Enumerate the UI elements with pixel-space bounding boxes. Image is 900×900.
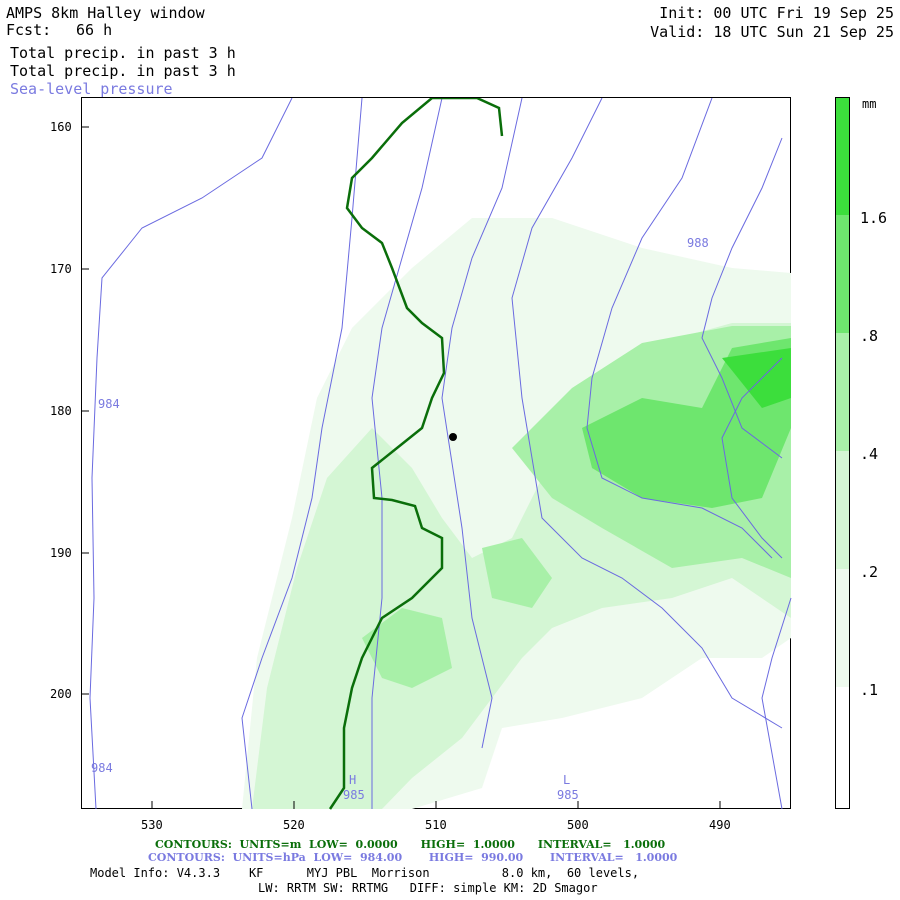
colorbar-level: 1.6 <box>860 209 888 227</box>
station-marker <box>449 433 457 441</box>
map-canvas <box>89 98 792 810</box>
physics-info: LW: RRTM SW: RRTMG DIFF: simple KM: 2D S… <box>258 881 598 895</box>
colorbar-level: .4 <box>860 445 879 463</box>
colorbar-level: .8 <box>860 327 879 345</box>
colorbar-swatch <box>836 687 849 808</box>
valid-time: Valid: 18 UTC Sun 21 Sep 25 <box>650 23 894 41</box>
low-pressure-mark: L <box>563 773 571 787</box>
x-tick-label: 520 <box>283 818 305 832</box>
contour-label-984-b: 984 <box>91 761 113 775</box>
high-pressure-mark: H <box>349 773 357 787</box>
low-pressure-value: 985 <box>557 788 579 802</box>
x-tick-label: 530 <box>141 818 163 832</box>
contour-label-984-a: 984 <box>98 397 120 411</box>
map-plot-area <box>81 97 792 810</box>
y-tick-label: 180 <box>50 404 72 418</box>
colorbar-level: .2 <box>860 563 879 581</box>
colorbar-swatch <box>836 451 849 569</box>
colorbar-swatch <box>836 98 849 215</box>
forecast-hour: 66 h <box>76 21 113 39</box>
colorbar-swatch <box>836 333 849 451</box>
contour-label-988: 988 <box>687 236 709 250</box>
pressure-contour-info: CONTOURS: UNITS=hPa LOW= 984.00 HIGH= 99… <box>148 851 678 864</box>
terrain-contour-info: CONTOURS: UNITS=m LOW= 0.0000 HIGH= 1.00… <box>155 838 666 851</box>
colorbar <box>835 97 850 809</box>
colorbar-unit: mm <box>862 97 877 111</box>
x-tick-label: 490 <box>709 818 731 832</box>
high-pressure-value: 985 <box>343 788 365 802</box>
precip-shading <box>242 218 791 809</box>
x-tick-label: 500 <box>567 818 589 832</box>
y-tick-label: 190 <box>50 546 72 560</box>
field-label-1: Total precip. in past 3 h <box>10 44 236 62</box>
colorbar-swatch <box>836 569 849 687</box>
forecast-label: Fcst: <box>6 21 52 39</box>
model-info: Model Info: V4.3.3 KF MYJ PBL Morrison 8… <box>90 866 640 880</box>
field-label-2: Total precip. in past 3 h <box>10 62 236 80</box>
y-tick-label: 200 <box>50 687 72 701</box>
init-time: Init: 00 UTC Fri 19 Sep 25 <box>659 4 894 22</box>
colorbar-swatch <box>836 215 849 333</box>
colorbar-level: .1 <box>860 681 879 699</box>
field-label-3: Sea-level pressure <box>10 80 173 98</box>
model-title: AMPS 8km Halley window <box>6 4 205 22</box>
pressure-contours <box>89 98 792 810</box>
x-tick-label: 510 <box>425 818 447 832</box>
y-tick-label: 170 <box>50 262 72 276</box>
y-tick-label: 160 <box>50 120 72 134</box>
terrain-contour <box>328 98 504 810</box>
